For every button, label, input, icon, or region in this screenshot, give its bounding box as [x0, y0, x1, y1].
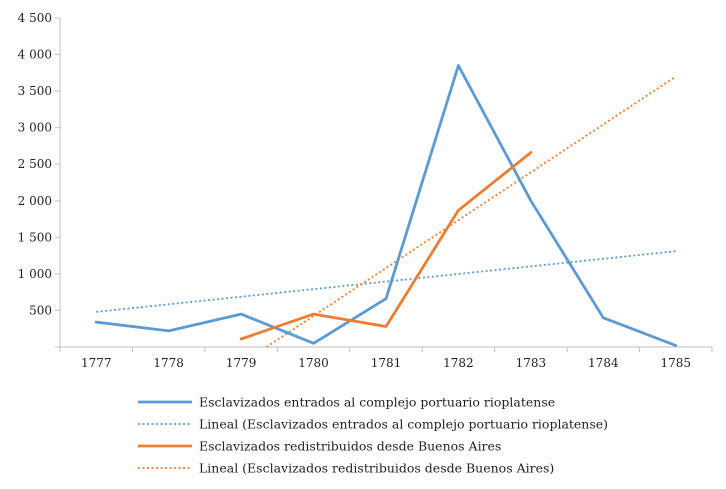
series-layer	[94, 64, 678, 348]
axes	[55, 17, 713, 352]
x-tick-label: 1779	[226, 356, 257, 370]
y-tick-label: 500	[29, 303, 52, 317]
y-tick-label: 4 500	[18, 11, 52, 25]
x-tick-label: 1782	[443, 356, 474, 370]
x-tick-label: 1781	[371, 356, 402, 370]
legend-label-2: Esclavizados redistribuidos desde Buenos…	[199, 439, 501, 454]
trendline-1	[96, 250, 676, 313]
trendline-3	[266, 75, 677, 348]
x-tick-label: 1778	[153, 356, 184, 370]
legend-label-1: Lineal (Esclavizados entrados al complej…	[199, 417, 608, 432]
legend: Esclavizados entrados al complejo portua…	[138, 395, 608, 476]
x-tick-label: 1784	[588, 356, 619, 370]
series-line-0	[94, 64, 678, 347]
legend-label-3: Lineal (Esclavizados redistribuidos desd…	[199, 461, 554, 476]
legend-label-0: Esclavizados entrados al complejo portua…	[199, 395, 555, 410]
series-line-2	[239, 151, 533, 341]
y-tick-label: 2 500	[18, 157, 52, 171]
x-tick-labels: 1777 1778 1779 1780 1781 1782 1783 1784 1785	[81, 356, 691, 370]
x-tick-label: 1777	[81, 356, 112, 370]
x-tick-label: 1780	[298, 356, 329, 370]
y-tick-label: 1 000	[18, 267, 52, 281]
y-tick-label: 3 000	[18, 121, 52, 135]
y-tick-labels: 500 1 000 1 500 2 000 2 500 3 000 3 500 4 000 4 …	[18, 11, 52, 317]
y-tick-label: 4 000	[18, 48, 52, 62]
y-tick-label: 1 500	[18, 230, 52, 244]
y-tick-label: 3 500	[18, 84, 52, 98]
x-tick-label: 1785	[661, 356, 692, 370]
x-tick-label: 1783	[516, 356, 547, 370]
y-tick-label: 2 000	[18, 194, 52, 208]
